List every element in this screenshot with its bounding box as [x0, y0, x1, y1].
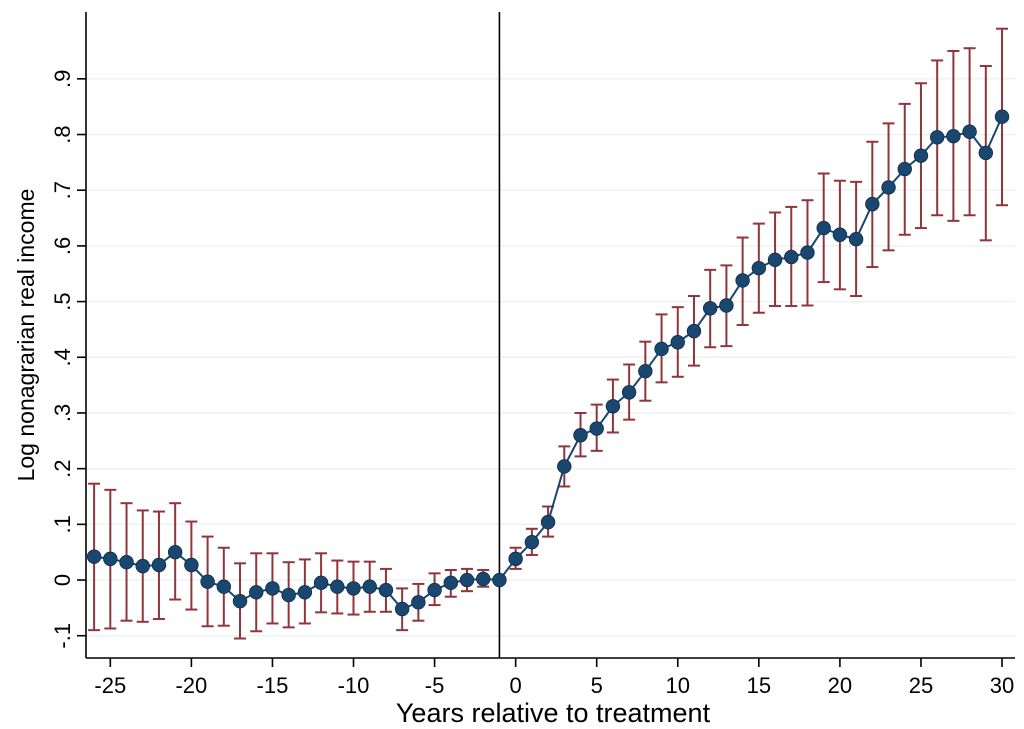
estimate-point: [800, 245, 815, 260]
y-tick-label: -.1: [50, 623, 75, 649]
estimate-point: [297, 585, 313, 600]
estimate-point: [313, 575, 329, 591]
x-ticks: -25 -20 -15 -10 -5 0 5 10 15 20 25 30: [94, 658, 1014, 698]
estimate-point: [249, 585, 264, 600]
estimate-point: [573, 428, 588, 443]
estimate-point: [751, 260, 767, 276]
estimate-point: [459, 572, 475, 588]
estimate-point: [767, 252, 783, 268]
y-tick-label: .8: [50, 125, 75, 143]
x-tick-label: 30: [990, 673, 1014, 698]
estimate-point: [362, 579, 377, 594]
x-tick-label: 20: [828, 673, 852, 698]
estimate-point: [994, 109, 1010, 124]
y-tick-label: .7: [50, 181, 75, 199]
estimate-point: [330, 579, 345, 594]
estimate-point: [200, 574, 215, 589]
estimate-point: [394, 601, 410, 617]
x-tick-label: -10: [338, 673, 370, 698]
estimate-point: [508, 551, 523, 567]
estimate-point: [119, 555, 134, 570]
estimate-points: [86, 109, 1010, 617]
estimate-point: [929, 130, 945, 145]
estimate-point: [346, 581, 361, 596]
y-tick-label: .1: [50, 515, 75, 533]
estimate-point: [216, 579, 232, 594]
estimate-point: [978, 145, 994, 161]
x-tick-label: -15: [257, 673, 289, 698]
estimate-point: [832, 227, 848, 242]
estimate-point: [281, 587, 296, 603]
y-tick-label: .5: [50, 292, 75, 310]
estimate-point: [946, 128, 961, 144]
estimate-point: [151, 557, 167, 573]
x-tick-label: 10: [666, 673, 690, 698]
y-tick-label: .3: [50, 404, 75, 422]
estimate-point: [167, 544, 183, 560]
estimate-point: [654, 341, 669, 357]
x-tick-label: -5: [425, 673, 445, 698]
estimate-point: [897, 161, 912, 177]
estimate-point: [427, 582, 442, 598]
estimate-point: [557, 459, 572, 474]
x-axis-title: Years relative to treatment: [396, 698, 711, 728]
y-tick-label: .6: [50, 237, 75, 255]
estimate-point: [86, 549, 102, 564]
estimate-point: [589, 421, 604, 436]
estimate-point: [265, 581, 280, 596]
estimate-point: [540, 514, 556, 530]
x-tick-label: 0: [510, 673, 522, 698]
estimate-point: [865, 196, 880, 212]
estimate-point: [411, 595, 426, 610]
estimate-point: [638, 363, 653, 379]
y-tick-label: .9: [50, 70, 75, 88]
y-tick-label: .4: [50, 348, 75, 366]
estimate-point: [848, 232, 864, 247]
estimate-point: [881, 180, 896, 195]
estimate-point: [686, 323, 702, 339]
estimate-point: [621, 385, 637, 400]
y-ticks: -.1 0 .1 .2 .3 .4 .5 .6 .7 .8 .9: [50, 70, 86, 649]
estimate-point: [476, 571, 491, 587]
estimate-point: [735, 273, 750, 288]
estimate-point: [103, 551, 118, 567]
estimate-point: [184, 557, 199, 573]
estimate-point: [524, 534, 540, 550]
y-tick-label: 0: [50, 574, 75, 586]
estimate-point: [443, 575, 458, 591]
estimate-point: [378, 582, 394, 598]
y-axis-title: Log nonagrarian real income: [13, 189, 39, 482]
estimate-point: [962, 124, 977, 139]
axes: [85, 12, 1015, 659]
x-tick-label: -25: [94, 673, 126, 698]
estimate-point: [492, 572, 507, 588]
estimate-point: [816, 220, 831, 236]
estimate-point: [135, 558, 150, 574]
estimate-point: [913, 148, 929, 163]
y-tick-label: .2: [50, 459, 75, 477]
x-tick-label: -20: [175, 673, 207, 698]
x-tick-label: 15: [747, 673, 771, 698]
x-tick-label: 5: [591, 673, 603, 698]
estimate-point: [605, 399, 621, 414]
estimate-point: [784, 249, 799, 265]
x-tick-label: 25: [909, 673, 933, 698]
estimate-point: [719, 298, 734, 313]
estimate-point: [702, 301, 718, 316]
estimate-point: [232, 593, 248, 609]
estimate-point: [670, 335, 685, 350]
